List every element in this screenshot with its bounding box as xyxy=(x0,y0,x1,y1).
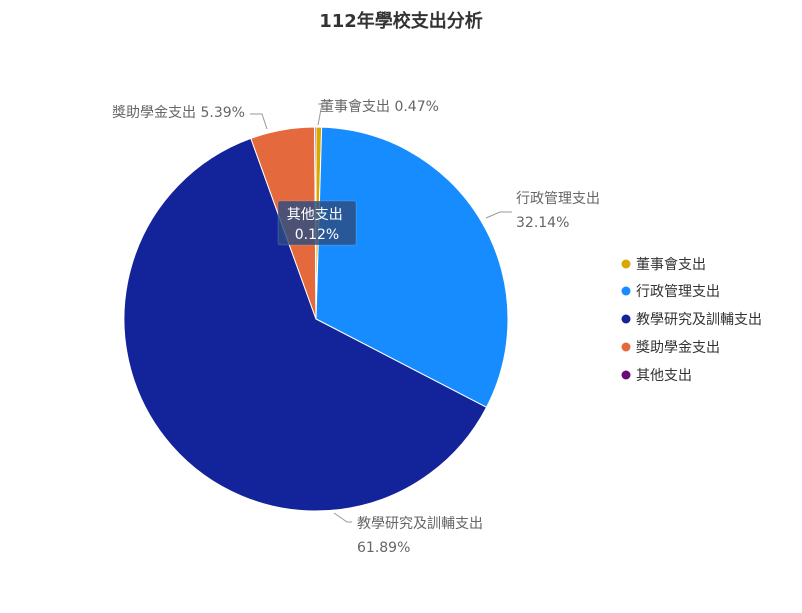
legend-dot-admin xyxy=(621,286,631,296)
legend-dot-other xyxy=(621,370,631,380)
slice-label-scholarship-text: 獎助學金支出 5.39% xyxy=(112,105,245,121)
slice-label-admin-percent: 32.14% xyxy=(516,215,569,231)
slice-label-teaching-percent: 61.89% xyxy=(357,540,410,556)
label-leader-lines xyxy=(250,103,512,523)
leader-line-admin xyxy=(485,211,512,219)
legend-dot-board xyxy=(621,259,631,269)
slice-label-board: 董事會支出 0.47% xyxy=(320,99,439,115)
legend-label-scholarship: 獎助學金支出 xyxy=(636,340,720,356)
slice-label-board-text: 董事會支出 0.47% xyxy=(320,99,439,115)
tooltip-text: 其他支出 0.12% xyxy=(287,207,347,243)
slice-label-teaching: 教學研究及訓輔支出 61.89% xyxy=(357,516,487,556)
legend-item-board[interactable]: 董事會支出 xyxy=(621,257,707,273)
legend-label-other: 其他支出 xyxy=(636,368,692,384)
legend-label-teaching: 教學研究及訓輔支出 xyxy=(636,312,762,328)
legend-item-admin[interactable]: 行政管理支出 xyxy=(621,284,721,300)
pie-slice-teaching[interactable] xyxy=(123,137,488,512)
chart-title: 112年學校支出分析 xyxy=(319,10,483,32)
slice-label-admin-name: 行政管理支出 xyxy=(516,191,600,207)
slice-label-admin: 行政管理支出 32.14% xyxy=(516,191,604,231)
legend-item-other[interactable]: 其他支出 xyxy=(621,368,693,384)
tooltip-background xyxy=(277,200,357,246)
legend-dot-teaching xyxy=(621,314,631,324)
pie-slices xyxy=(123,126,509,512)
legend-label-board: 董事會支出 xyxy=(636,257,706,273)
legend-label-admin: 行政管理支出 xyxy=(636,284,720,300)
leader-line-teaching xyxy=(333,512,352,523)
leader-line-scholarship xyxy=(250,113,268,130)
slice-label-teaching-name: 教學研究及訓輔支出 xyxy=(357,516,483,532)
pie-slice-admin[interactable] xyxy=(315,126,509,408)
other-expense-tooltip: 其他支出 0.12% xyxy=(277,200,357,246)
slice-label-scholarship: 獎助學金支出 5.39% xyxy=(112,105,245,121)
legend: 董事會支出 行政管理支出 教學研究及訓輔支出 獎助學金支出 其他支出 xyxy=(621,257,763,384)
leader-line-board xyxy=(317,103,323,126)
legend-item-teaching[interactable]: 教學研究及訓輔支出 xyxy=(621,312,763,328)
tooltip-category: 其他支出 xyxy=(287,207,343,223)
tooltip-percent: 0.12% xyxy=(295,227,339,243)
legend-dot-scholarship xyxy=(621,342,631,352)
legend-item-scholarship[interactable]: 獎助學金支出 xyxy=(621,340,721,356)
